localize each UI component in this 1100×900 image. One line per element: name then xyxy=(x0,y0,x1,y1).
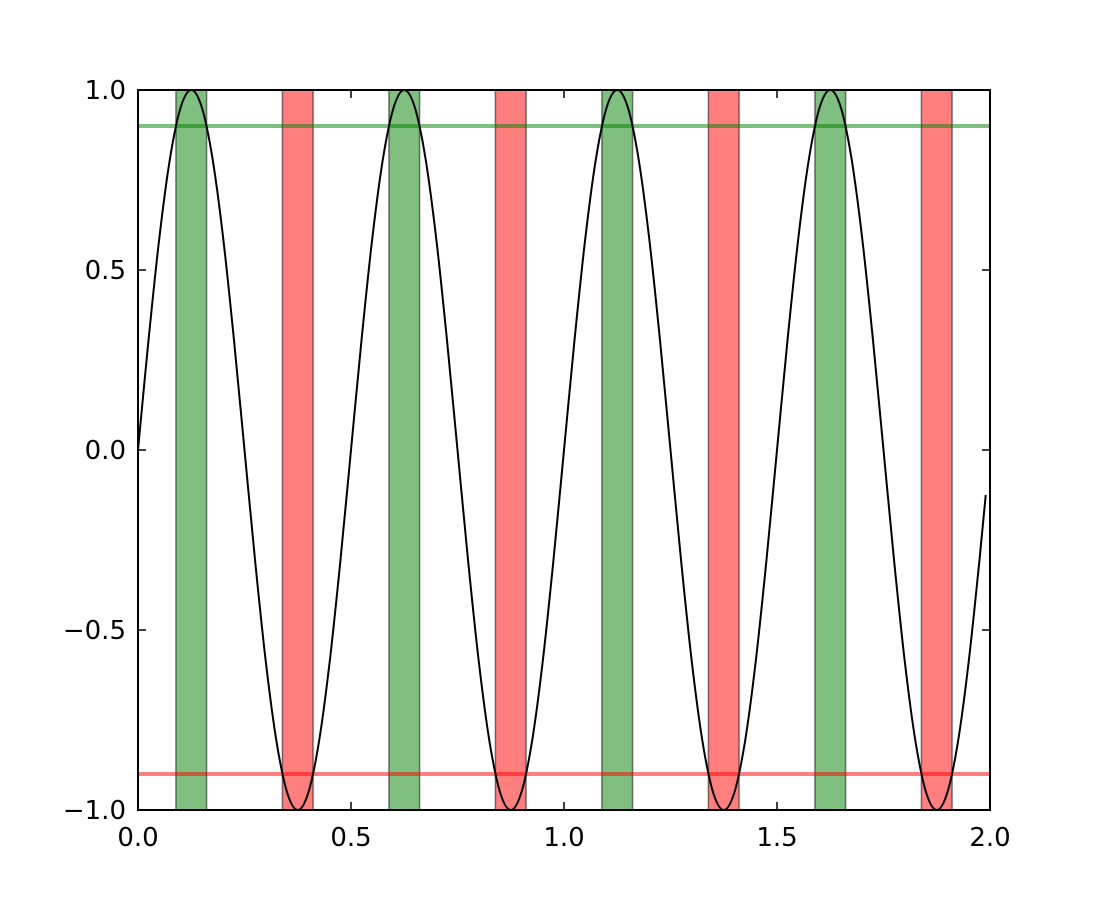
y-tick-label: −1.0 xyxy=(63,796,126,826)
y-tick-label: 1.0 xyxy=(85,76,126,106)
line xyxy=(138,90,987,810)
x-tick-label: 0.0 xyxy=(117,823,158,853)
y-tick-label: −0.5 xyxy=(63,616,126,646)
span xyxy=(175,89,208,811)
span xyxy=(814,89,847,811)
span xyxy=(388,89,421,811)
x-tick-label: 1.5 xyxy=(756,823,797,853)
x-tick-label: 2.0 xyxy=(969,823,1010,853)
span xyxy=(920,89,953,811)
y-tick-label: 0.0 xyxy=(85,436,126,466)
x-tick-label: 1.0 xyxy=(543,823,584,853)
x-tick-label: 0.5 xyxy=(330,823,371,853)
y-tick-label: 0.5 xyxy=(85,256,126,286)
span xyxy=(601,89,634,811)
span xyxy=(494,89,527,811)
span xyxy=(281,89,314,811)
span xyxy=(707,89,740,811)
